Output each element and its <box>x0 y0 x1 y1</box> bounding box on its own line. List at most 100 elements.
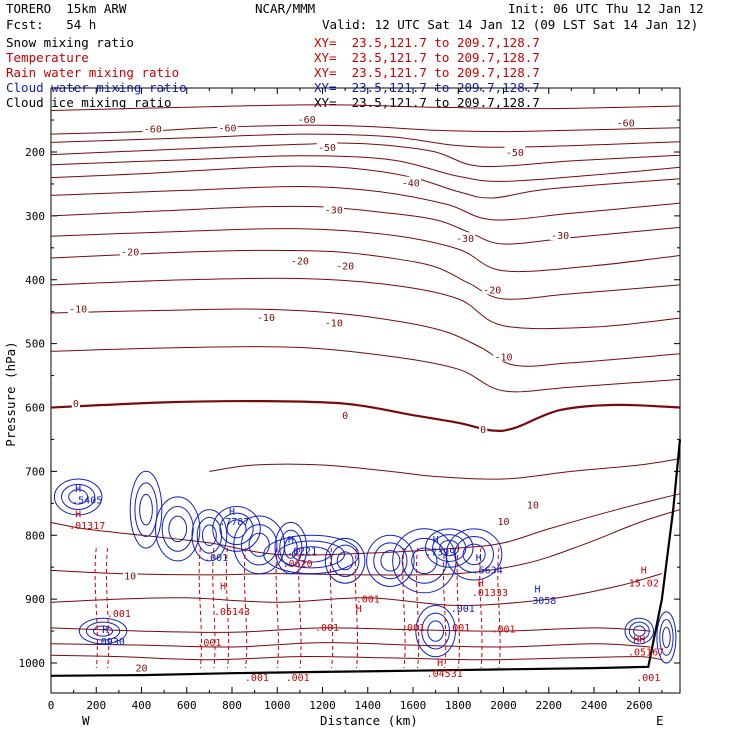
x-tick-label: 200 <box>86 699 106 712</box>
x-tick-label: 2600 <box>626 699 653 712</box>
temperature-contour-10 <box>50 509 681 576</box>
temperature-label-bg <box>323 316 345 328</box>
field-annotation: .001 <box>107 609 131 620</box>
cloud-water-contour-3-1 <box>196 516 223 554</box>
west-label: W <box>82 713 90 728</box>
temperature-label-bg <box>71 397 80 409</box>
temperature-contour-low-4 <box>209 458 681 480</box>
rain-water-contour-15 <box>497 547 501 669</box>
field-annotation: .001 <box>204 553 228 564</box>
cloud-water-contour-11-0 <box>424 528 474 568</box>
temperature-label-bg <box>504 146 526 157</box>
temperature-label: -20 <box>483 285 501 296</box>
temperature-label: 10 <box>497 517 509 528</box>
field-annotation: HH <box>633 635 645 646</box>
rain-water-contour-6 <box>275 547 279 669</box>
cloud-water-contour-1-0 <box>129 470 163 549</box>
temperature-label: -10 <box>257 313 275 324</box>
cloud-water-contour-13-2 <box>427 620 445 642</box>
legend-field-0: Snow mixing ratio <box>6 35 134 50</box>
field-annotation: .001 <box>286 673 310 684</box>
cloud-water-contour-15-0 <box>624 617 655 645</box>
cloud-water-contour-8-1 <box>330 544 360 577</box>
legend-field-3: Cloud water mixing ratio <box>6 80 187 95</box>
cloud-water-contour-14-2 <box>93 625 114 637</box>
temperature-contour-minor-2 <box>50 155 681 182</box>
cloud-water-contour-12-2 <box>462 543 486 566</box>
cloud-water-contour-11-2 <box>439 539 460 557</box>
temperature-contour-minor-3 <box>50 185 681 221</box>
y-tick-label: 1000 <box>19 657 46 670</box>
temperature-label-bg <box>400 176 422 188</box>
cloud-water-contour-4-2 <box>226 519 247 539</box>
temperature-contour--50 <box>50 142 681 168</box>
cloud-water-contour-12-1 <box>454 535 495 573</box>
x-tick-label: 1000 <box>264 699 291 712</box>
temperature-label-bg <box>67 302 89 314</box>
cloud-water-contour-6-2 <box>283 537 298 559</box>
field-annotation: H <box>534 585 540 596</box>
temperature-contour-low-3 <box>50 642 651 648</box>
field-annotation: .01317 <box>69 521 105 532</box>
cloud-water-contour-13-0 <box>415 604 456 658</box>
cloud-water-contour-15-2 <box>633 625 646 637</box>
cloud-water-contour-15-1 <box>628 621 650 641</box>
y-tick-label: 200 <box>25 146 45 159</box>
field-annotation: H <box>220 582 226 593</box>
temperature-contour-minor-6 <box>50 346 681 393</box>
temperature-label: 0 <box>73 399 79 410</box>
cloud-water-contour-14-1 <box>85 621 121 641</box>
cloud-water-contour-0-1 <box>61 483 96 510</box>
temperature-contour--30 <box>50 205 681 245</box>
field-annotation: H <box>356 604 362 615</box>
field-annotation: .5405 <box>72 495 102 506</box>
temperature-label-bg <box>323 203 345 215</box>
y-tick-label: 800 <box>25 529 45 542</box>
temperature-label-bg <box>615 116 636 128</box>
field-annotation: H <box>229 507 235 518</box>
cloud-water-contour-2-0 <box>155 496 201 562</box>
field-annotation: .001 <box>451 604 475 615</box>
legend-xy-2: XY= 23.5,121.7 to 209.7,128.7 <box>314 65 540 80</box>
y-tick-label: 500 <box>25 338 45 351</box>
cloud-water-contour-7-2 <box>291 546 331 563</box>
cloud-water-contour-16-1 <box>659 619 674 656</box>
field-annotation: .001 <box>491 624 515 635</box>
y-tick-label: 400 <box>25 274 45 287</box>
cloud-water-contour-0-0 <box>53 478 103 516</box>
temperature-label: -30 <box>325 205 343 216</box>
field-annotation: H <box>288 535 294 546</box>
field-annotation: .0930 <box>95 637 125 648</box>
field-annotation: .7787 <box>219 517 249 528</box>
temperature-label-bg <box>493 350 514 362</box>
cloud-water-contour-8-2 <box>336 551 354 571</box>
x-tick-label: 2400 <box>581 699 608 712</box>
field-annotation: .5634 <box>473 566 503 577</box>
temperature-contour--10 <box>50 308 681 367</box>
x-tick-label: 600 <box>177 699 197 712</box>
temperature-label: -60 <box>298 115 316 126</box>
cloud-water-contour-9-1 <box>373 542 408 580</box>
temperature-contour-20 <box>50 654 662 661</box>
rain-water-contour-0 <box>94 547 98 669</box>
init-label: Init: 06 UTC Thu 12 Jan 12 <box>508 1 704 16</box>
field-annotation: H <box>437 658 443 669</box>
field-annotation: .001 <box>356 594 380 605</box>
temperature-label: -10 <box>69 304 87 315</box>
temperature-label: -10 <box>494 352 512 363</box>
field-annotation: H <box>75 484 81 495</box>
x-tick-label: 400 <box>132 699 152 712</box>
temperature-label-bg <box>549 229 571 241</box>
field-annotation: 15.02 <box>629 578 659 589</box>
rain-water-contour-7 <box>298 547 302 669</box>
temperature-label-bg <box>142 122 164 134</box>
temperature-contour--20 <box>50 249 681 300</box>
temperature-label-bg <box>341 409 350 421</box>
rain-water-contour-4 <box>225 547 230 669</box>
temperature-label: -20 <box>336 262 354 273</box>
temperature-contour-minor-1 <box>50 133 681 148</box>
field-annotation: H <box>476 553 482 564</box>
model-label: TORERO 15km ARW <box>6 1 127 16</box>
x-tick-label: 1800 <box>445 699 472 712</box>
rain-water-contour-5 <box>243 547 248 669</box>
